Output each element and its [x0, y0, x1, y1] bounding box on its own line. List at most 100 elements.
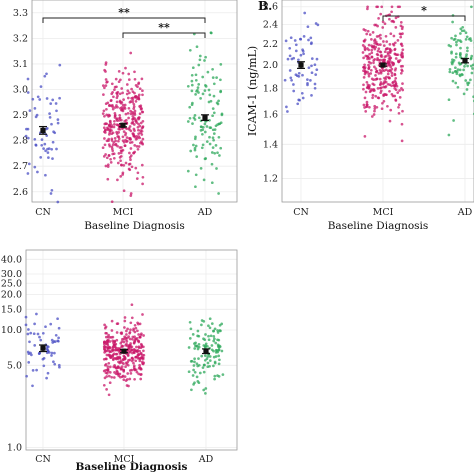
data-point [132, 133, 135, 137]
data-point [101, 84, 105, 87]
data-point [382, 44, 386, 47]
data-point [109, 350, 113, 353]
y-tick-label: 2.6 [13, 187, 28, 198]
y-tick-label: 30.0 [1, 269, 22, 280]
data-point [203, 354, 207, 357]
data-point [289, 76, 293, 80]
data-point [29, 331, 33, 335]
data-point [194, 144, 198, 148]
data-point [191, 101, 194, 105]
data-point [369, 89, 373, 93]
mean-marker [121, 348, 127, 354]
data-point [197, 342, 201, 346]
data-point [365, 100, 369, 104]
data-point [453, 37, 457, 41]
x-tick-label: AD [197, 207, 213, 218]
data-point [121, 148, 125, 152]
data-point [378, 68, 382, 72]
data-point [215, 349, 219, 352]
data-point [137, 346, 141, 350]
data-point [366, 7, 369, 11]
data-point [45, 344, 49, 348]
data-point [115, 369, 119, 373]
data-point [110, 319, 114, 323]
data-point [377, 72, 381, 75]
x-axis-title: Baseline Diagnosis [84, 220, 185, 232]
data-point [212, 82, 216, 86]
data-point [186, 120, 190, 123]
data-point [131, 100, 135, 104]
data-point [53, 351, 56, 355]
data-point [103, 86, 106, 90]
data-point [371, 31, 375, 34]
data-point [27, 352, 31, 356]
data-point [58, 96, 61, 100]
data-point [464, 38, 468, 41]
data-point [218, 323, 222, 327]
data-point [284, 39, 288, 43]
data-point [201, 125, 205, 129]
data-point [137, 145, 141, 148]
data-point [379, 37, 382, 40]
data-point [111, 107, 115, 111]
data-point [137, 82, 140, 86]
data-point [373, 109, 376, 113]
data-point [125, 384, 129, 387]
data-point [301, 48, 304, 52]
data-point [208, 355, 212, 358]
data-point [56, 200, 60, 204]
data-point [129, 328, 132, 332]
data-point [126, 363, 130, 367]
data-point [314, 73, 318, 76]
data-point [212, 138, 215, 142]
data-point [283, 78, 287, 82]
data-point [395, 84, 399, 88]
data-point [217, 375, 221, 378]
data-point [113, 340, 117, 344]
data-point [125, 140, 128, 143]
data-point [382, 85, 386, 89]
data-point [365, 32, 369, 36]
data-point [390, 10, 393, 14]
data-point [188, 320, 192, 324]
data-point [25, 127, 28, 131]
data-point [201, 366, 205, 369]
y-tick-label: 2.8 [13, 136, 28, 147]
data-point [380, 5, 384, 9]
data-point [139, 373, 142, 376]
data-point [123, 316, 127, 319]
data-point [198, 54, 202, 58]
data-point [363, 63, 366, 67]
data-point [377, 96, 381, 100]
data-point [35, 312, 38, 316]
data-point [376, 53, 380, 57]
data-point [207, 88, 211, 92]
data-point [136, 329, 139, 333]
data-point [189, 327, 193, 331]
data-point [199, 129, 203, 132]
data-point [200, 323, 203, 327]
data-point [106, 365, 110, 368]
data-point [125, 378, 129, 381]
significance-label: ** [158, 21, 170, 34]
data-point [216, 343, 220, 347]
mean-marker [462, 58, 468, 64]
data-point [49, 102, 53, 105]
data-point [120, 163, 123, 167]
data-point [375, 42, 379, 46]
data-point [114, 143, 117, 147]
data-point [369, 68, 373, 72]
data-point [462, 92, 466, 96]
data-point [196, 329, 200, 333]
data-point [102, 357, 106, 361]
data-point [119, 175, 123, 178]
data-point [138, 87, 142, 91]
data-point [141, 93, 144, 97]
data-point [382, 40, 385, 43]
data-point [58, 365, 61, 369]
data-point [373, 107, 377, 110]
data-point [30, 353, 33, 357]
data-point [193, 118, 197, 121]
data-point [107, 333, 110, 337]
data-point [137, 339, 140, 343]
